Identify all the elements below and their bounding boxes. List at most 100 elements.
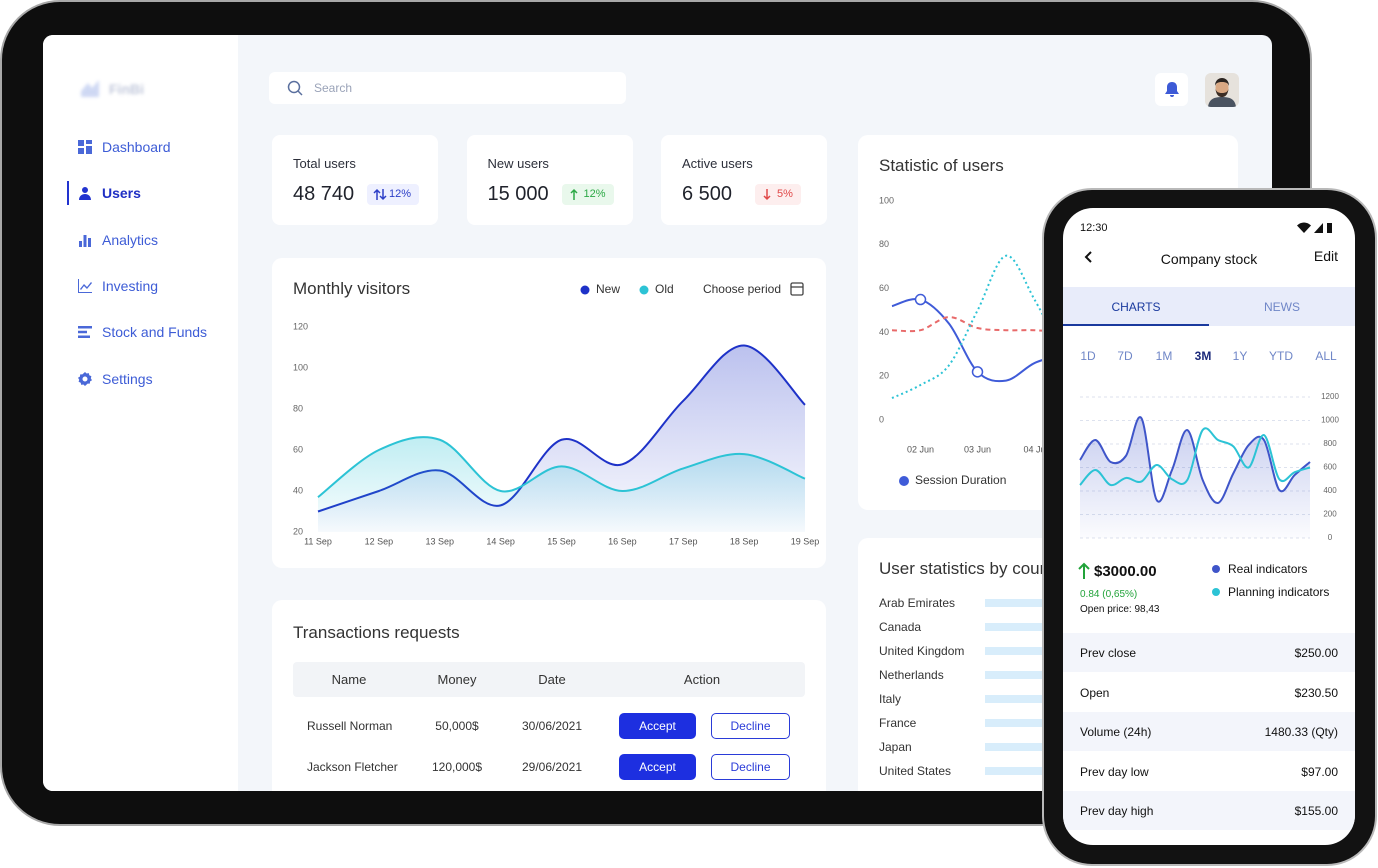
x-tick-label: 16 Sep	[608, 536, 637, 546]
open-price: Open price: 98,43	[1080, 604, 1160, 615]
chart-title: Statistic of users	[879, 156, 1004, 175]
legend-dot	[1212, 565, 1220, 573]
decline-button[interactable]: Decline	[711, 713, 790, 739]
y-tick-label: 20	[879, 371, 889, 381]
tab[interactable]: CHARTS	[1111, 300, 1161, 314]
tab-underline	[1063, 324, 1209, 326]
screen-title: Company stock	[1160, 251, 1258, 267]
y-tick-label: 600	[1323, 463, 1337, 472]
y-tick-label: 200	[1323, 510, 1337, 519]
nav-item[interactable]: Investing	[102, 277, 159, 294]
calendar-icon	[790, 282, 804, 296]
range-button[interactable]: ALL	[1315, 349, 1337, 363]
price-change: 0.84 (0,65%)	[1080, 589, 1138, 600]
stat-label: Active users	[682, 156, 753, 171]
accept-button[interactable]: Accept	[619, 754, 696, 780]
monthly-visitors-chart: New Old Choose period 20 40 60 80 100 120 11 Sep 1…	[293, 282, 820, 546]
range-button[interactable]: 1M	[1155, 349, 1173, 363]
accept-button[interactable]: Accept	[619, 713, 696, 739]
search-box[interactable]: Search	[269, 72, 626, 104]
decline-button[interactable]: Decline	[711, 754, 790, 780]
nav-item[interactable]: Users	[102, 185, 141, 202]
edit-button[interactable]: Edit	[1313, 248, 1338, 264]
logo-shape	[81, 80, 99, 97]
nav-item[interactable]: Dashboard	[102, 139, 171, 155]
y-tick-label: 400	[1323, 486, 1337, 495]
x-tick-label: 02 Jun	[907, 444, 934, 454]
search-placeholder: Search	[314, 81, 353, 95]
detail-value: $230.50	[1294, 685, 1338, 700]
back-chevron	[1084, 251, 1092, 263]
search-icon	[287, 80, 303, 96]
stat-change-badge: 12%	[367, 184, 420, 205]
trend-arrow	[373, 188, 387, 201]
legend-label: Real indicators	[1228, 562, 1308, 576]
detail-label: Prev day high	[1080, 804, 1154, 818]
range-button[interactable]: YTD	[1269, 349, 1293, 363]
detail-row: Open $230.50	[1063, 672, 1355, 712]
stat-label: New users	[487, 156, 549, 171]
notification-button[interactable]	[1155, 73, 1188, 106]
x-tick-label: 03 Jun	[964, 444, 991, 454]
price-arrow	[1078, 562, 1090, 579]
wifi-icon	[1297, 222, 1311, 233]
monthly-visitors-card: Monthly visitors New Old Choose period 20 40 6…	[272, 258, 826, 568]
nav-item[interactable]: Analytics	[102, 231, 159, 248]
avatar-hair	[1215, 78, 1229, 86]
range-button[interactable]: 1D	[1080, 349, 1096, 363]
avatar[interactable]	[1205, 73, 1239, 107]
legend-label: Session Duration	[915, 473, 1006, 487]
legend-label: Old	[655, 282, 674, 296]
card-title: Transactions requests	[293, 623, 460, 642]
column-header: Date	[538, 672, 566, 687]
line	[317, 436, 806, 498]
active-indicator	[67, 181, 69, 206]
range-button[interactable]: 3M	[1194, 349, 1212, 363]
stat-card: Total users 48 740 12%	[272, 135, 438, 225]
trend-icon	[569, 188, 578, 200]
area	[318, 437, 805, 532]
detail-label: Volume (24h)	[1080, 725, 1152, 739]
country-name: France	[879, 716, 917, 730]
y-tick-label: 120	[293, 321, 308, 331]
detail-row: Prev day high $155.00	[1063, 791, 1355, 830]
nav-icon-shape	[78, 140, 92, 154]
cell-name: Russell Norman	[307, 719, 393, 733]
nav-icon	[79, 187, 91, 201]
tab[interactable]: NEWS	[1264, 300, 1300, 314]
y-tick-label: 800	[1323, 439, 1337, 448]
nav-item[interactable]: Stock and Funds	[102, 324, 208, 341]
sidebar: FinBi Dashboard Users Analytics Investing Sto…	[43, 35, 238, 791]
stat-label: Total users	[293, 156, 356, 171]
x-tick-label: 15 Sep	[547, 536, 576, 546]
point-marker	[914, 293, 927, 306]
country-name: United States	[879, 764, 952, 778]
signal-icon	[1314, 223, 1323, 233]
legend-dot	[639, 285, 649, 295]
back-button[interactable]	[1083, 250, 1095, 264]
range-button[interactable]: 1Y	[1232, 349, 1248, 363]
transactions-card: Transactions requests Name Money Date Action…	[272, 600, 826, 791]
bell-shape	[1165, 82, 1179, 97]
phone-screen: 12:30 Company stock Edit CHARTS NEWS 1D 7D 1M 3M…	[1063, 208, 1355, 845]
status-icons	[1297, 222, 1332, 233]
legend-dot	[580, 285, 590, 295]
stat-change: 12%	[583, 188, 606, 200]
y-tick-label: 40	[879, 327, 889, 337]
nav-item[interactable]: Settings	[102, 370, 153, 387]
y-tick-label: 80	[879, 239, 889, 249]
stat-change: 12%	[389, 188, 412, 200]
column-header: Action	[683, 672, 721, 687]
x-tick-label: 19 Sep	[791, 536, 820, 546]
range-button[interactable]: 7D	[1117, 349, 1133, 363]
stat-value: 15 000	[487, 183, 549, 205]
legend-label: Planning indicators	[1228, 585, 1330, 599]
stat-change-badge: 5%	[755, 184, 801, 205]
trend-icon	[373, 188, 387, 201]
line	[1079, 416, 1311, 504]
x-tick-label: 17 Sep	[669, 536, 698, 546]
status-time: 12:30	[1080, 222, 1108, 234]
nav-icon-shape	[78, 278, 92, 293]
detail-value: $97.00	[1301, 764, 1338, 779]
